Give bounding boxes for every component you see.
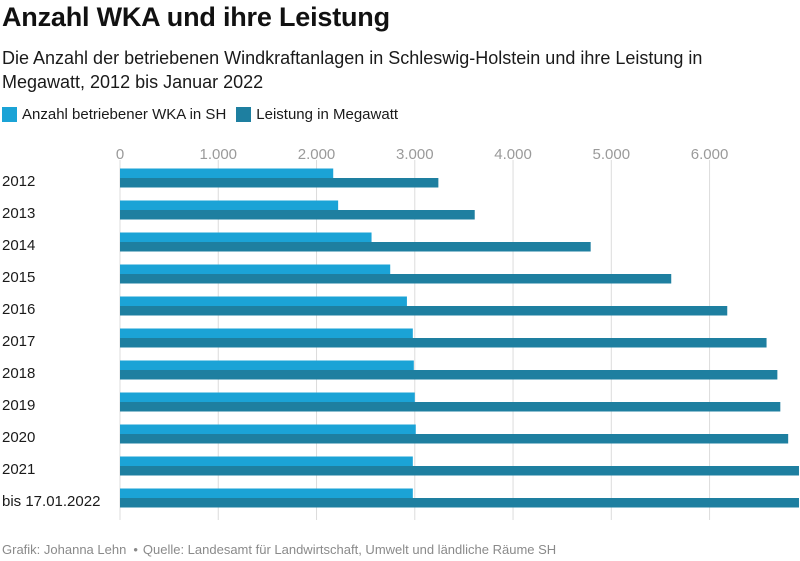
chart-title: Anzahl WKA und ihre Leistung [2, 2, 390, 32]
bar-anzahl-wka [120, 168, 334, 178]
category-label: 2015 [2, 269, 35, 286]
legend-swatch-megawatt [236, 107, 252, 122]
bar-anzahl-wka [120, 232, 372, 242]
legend-swatch-wka [2, 107, 17, 122]
footer-separator: • [133, 542, 138, 557]
bar-leistung-megawatt [120, 178, 439, 188]
category-label: 2016 [2, 301, 35, 318]
category-label: 2020 [2, 429, 35, 446]
chart-footer: Grafik: Johanna Lehn • Quelle: Landesamt… [2, 542, 556, 557]
bar-anzahl-wka [120, 328, 413, 338]
footer-source: Quelle: Landesamt für Landwirtschaft, Um… [142, 542, 557, 557]
bar-anzahl-wka [120, 200, 339, 210]
category-label: 2019 [2, 397, 35, 414]
bar-anzahl-wka [120, 456, 413, 466]
legend-item-wka: Anzahl betriebener WKA in SH [2, 106, 226, 123]
x-tick-label: 0 [116, 146, 124, 163]
x-tick-label: 1.000 [199, 146, 237, 163]
bar-leistung-megawatt [120, 210, 475, 220]
bar-leistung-megawatt [120, 498, 799, 508]
bar-anzahl-wka [120, 488, 413, 498]
x-tick-label: 3.000 [396, 146, 434, 163]
bar-anzahl-wka [120, 360, 414, 370]
category-label: 2017 [2, 333, 35, 350]
category-label: bis 17.01.2022 [2, 493, 100, 510]
bar-leistung-megawatt [120, 402, 781, 412]
bar-anzahl-wka [120, 392, 415, 402]
x-tick-label: 2.000 [298, 146, 336, 163]
x-tick-label: 4.000 [494, 146, 532, 163]
bar-anzahl-wka [120, 296, 407, 306]
chart-legend: Anzahl betriebener WKA in SH Leistung in… [2, 106, 408, 123]
bar-anzahl-wka [120, 264, 391, 274]
category-label: 2018 [2, 365, 35, 382]
bar-leistung-megawatt [120, 466, 799, 476]
category-label: 2013 [2, 205, 35, 222]
bar-anzahl-wka [120, 424, 416, 434]
bar-leistung-megawatt [120, 306, 728, 316]
legend-item-megawatt: Leistung in Megawatt [236, 106, 398, 123]
bar-leistung-megawatt [120, 370, 778, 380]
bar-leistung-megawatt [120, 242, 591, 252]
bar-leistung-megawatt [120, 274, 672, 284]
x-tick-label: 6.000 [691, 146, 729, 163]
x-tick-label: 5.000 [593, 146, 631, 163]
category-label: 2012 [2, 173, 35, 190]
bar-leistung-megawatt [120, 434, 789, 444]
chart-subtitle: Die Anzahl der betriebenen Windkraftanla… [2, 48, 703, 92]
bar-leistung-megawatt [120, 338, 767, 348]
category-label: 2021 [2, 461, 35, 478]
legend-label-wka: Anzahl betriebener WKA in SH [22, 106, 227, 123]
legend-label-megawatt: Leistung in Megawatt [256, 106, 399, 123]
category-label: 2014 [2, 237, 35, 254]
footer-credit: Grafik: Johanna Lehn [2, 542, 127, 557]
